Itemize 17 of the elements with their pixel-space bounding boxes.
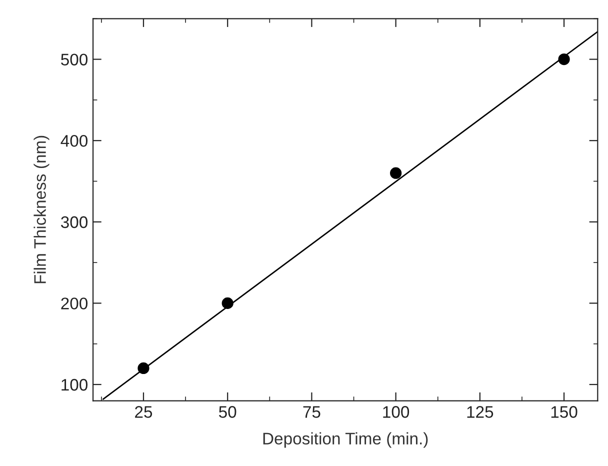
point [558, 53, 570, 66]
y-tick-label: 300 [60, 216, 88, 228]
y-tick-label: 500 [61, 54, 88, 66]
y-tick-label: 400 [60, 134, 88, 147]
x-tick-label: 75 [303, 406, 320, 418]
x-axis-title: Deposition Time (min.) [263, 432, 428, 448]
y-tick-label: 100 [62, 378, 88, 391]
x-tick-label: 125 [467, 406, 494, 418]
x-tick-label: 50 [218, 406, 236, 418]
point [222, 297, 234, 310]
point [390, 167, 402, 179]
y-tick-label: 200 [61, 298, 88, 310]
x-tick-label: 150 [551, 406, 578, 418]
x-tick-label: 25 [135, 406, 152, 418]
point [138, 362, 150, 374]
y-axis-title: Film Thickness (nm) [34, 136, 50, 284]
x-tick-label: 100 [383, 406, 410, 418]
